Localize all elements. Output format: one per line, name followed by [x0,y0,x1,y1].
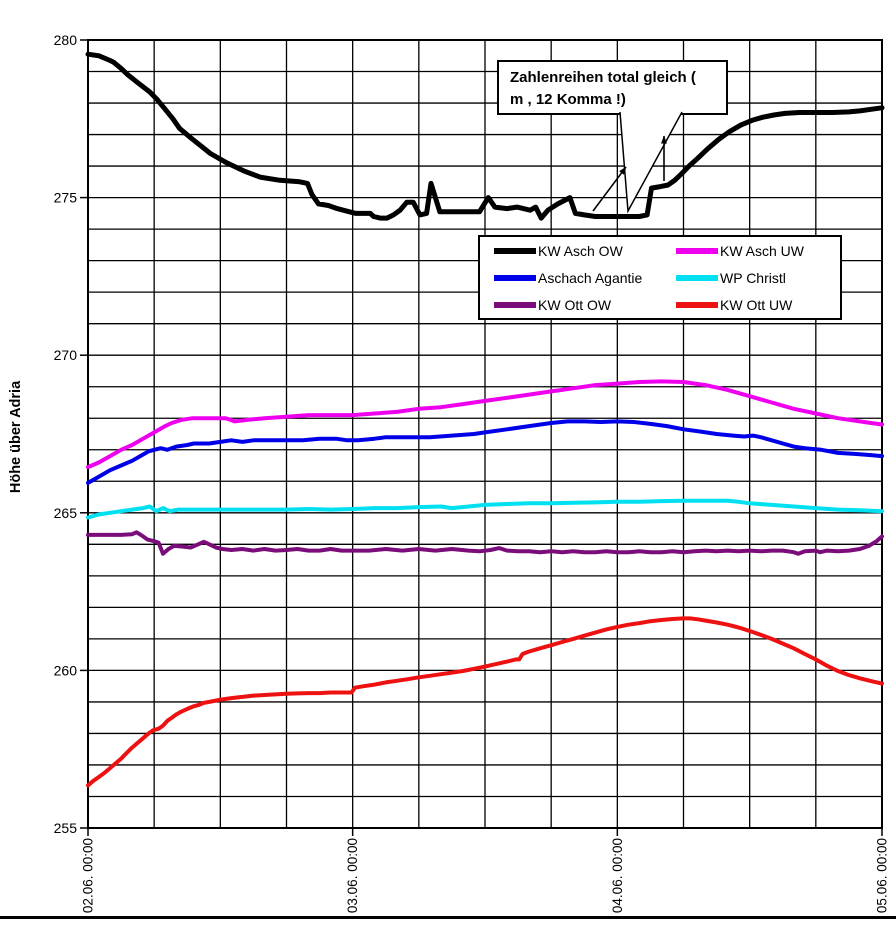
y-tick-label: 260 [54,662,78,678]
legend-swatch [494,247,536,254]
data-series [85,51,885,788]
plot-border [87,39,883,829]
y-axis-title: Höhe über Adria [8,380,24,493]
axis-ticks [80,39,883,836]
y-tick-label: 270 [54,347,78,363]
y-tick-label: 265 [54,505,78,521]
legend-swatch [676,301,718,308]
series-line-wp-christl [86,498,884,520]
series-line-aschach-agantie [86,419,884,485]
series-line-kw-ott-ow [86,530,884,556]
legend-swatch [676,274,718,281]
x-tick-label: 05.06. 00:00 [875,838,890,913]
y-tick-label: 275 [54,190,78,206]
legend-swatch [494,274,536,281]
axis-tick-labels: 255 260 265 270 275 280 02.06. 00:00 03.06. 00:… [54,32,890,913]
x-tick-label: 04.06. 00:00 [610,838,625,913]
series-line-kw-asch-uw [86,379,884,470]
legend-label: KW Ott OW [538,296,612,313]
legend-label: WP Christl [720,269,786,286]
legend-item-aschach-agantie: Aschach Agantie [494,264,642,291]
y-tick-label: 255 [54,820,78,836]
legend-swatch [494,301,536,308]
legend-label: KW Asch UW [720,242,805,259]
x-tick-label: 02.06. 00:00 [81,838,96,913]
legend-label: Aschach Agantie [538,269,643,286]
series-line-kw-asch-ow [85,51,885,221]
legend-swatch [676,247,718,254]
legend-item-kw-ott-ow: KW Ott OW [494,291,611,318]
annotation-text-line: m , 12 Komma !) [510,91,626,108]
legend-item-wp-christl: WP Christl [676,264,786,291]
legend-item-kw-ott-uw: KW Ott UW [676,291,792,318]
legend-item-kw-asch-ow: KW Asch OW [494,237,623,264]
annotation-box [497,60,728,115]
annotation-arrow [592,166,627,212]
legend-item-kw-asch-uw: KW Asch UW [676,237,804,264]
annotation-text-line: Zahlenreihen total gleich ( [510,69,696,86]
legend-label: KW Asch OW [538,242,623,259]
series-line-kw-ott-uw [86,616,884,788]
x-tick-label: 03.06. 00:00 [345,838,360,913]
chart-legend: KW Asch OW KW Asch UW Aschach Agantie WP Ch… [478,235,842,320]
page-bottom-rule [0,916,896,919]
y-tick-label: 280 [54,32,78,48]
legend-label: KW Ott UW [720,296,793,313]
annotation-callout: Zahlenreihen total gleich ( m , 12 Komma … [497,60,728,214]
